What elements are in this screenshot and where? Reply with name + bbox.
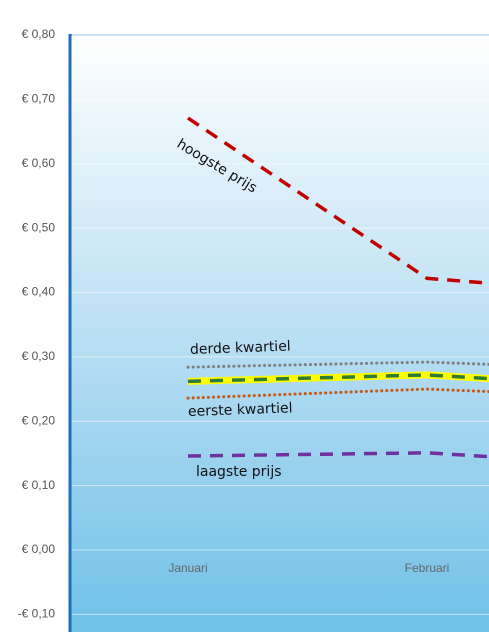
y-tick-label: € 0,60 bbox=[22, 156, 56, 170]
y-tick-label: € 0,70 bbox=[22, 92, 56, 106]
y-tick-label: € 0,30 bbox=[22, 349, 56, 363]
y-tick-label: -€ 0,10 bbox=[18, 607, 56, 621]
y-tick-label: € 0,00 bbox=[22, 542, 56, 556]
y-tick-label: € 0,10 bbox=[22, 478, 56, 492]
line-label: laagste prijs bbox=[196, 464, 282, 480]
y-tick-label: € 0,40 bbox=[22, 285, 56, 299]
x-tick-label: Februari bbox=[405, 561, 450, 575]
line bbox=[187, 116, 489, 285]
x-tick-label: Januari bbox=[168, 561, 207, 575]
line-label: eerste kwartiel bbox=[188, 400, 293, 420]
y-tick-label: € 0,20 bbox=[22, 413, 56, 427]
plot-area bbox=[70, 35, 489, 632]
line bbox=[186, 387, 489, 400]
grid: -€ 0,10 € 0,00 € 0,10 € 0,20 € 0,30 € 0,40 € 0… bbox=[18, 27, 489, 621]
lines bbox=[186, 116, 489, 459]
y-tick-label: € 0,80 bbox=[22, 27, 56, 41]
line-glow bbox=[187, 371, 489, 385]
line-label: derde kwartiel bbox=[190, 338, 291, 358]
line bbox=[186, 360, 489, 369]
y-tick-label: € 0,50 bbox=[22, 220, 56, 234]
